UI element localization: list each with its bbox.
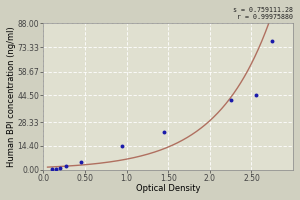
- Point: [162, 130, 167, 134]
- Point: [58, 166, 62, 169]
- X-axis label: Optical Density: Optical Density: [136, 184, 200, 193]
- Point: [120, 145, 125, 148]
- Y-axis label: Human BPI concentration (ng/ml): Human BPI concentration (ng/ml): [7, 26, 16, 167]
- Point: [253, 94, 258, 97]
- Point: [53, 167, 58, 170]
- Point: [49, 167, 54, 171]
- Point: [270, 39, 274, 42]
- Point: [63, 164, 68, 167]
- Text: s = 0.759111.28
r = 0.99975880: s = 0.759111.28 r = 0.99975880: [233, 7, 293, 20]
- Point: [78, 160, 83, 164]
- Point: [228, 99, 233, 102]
